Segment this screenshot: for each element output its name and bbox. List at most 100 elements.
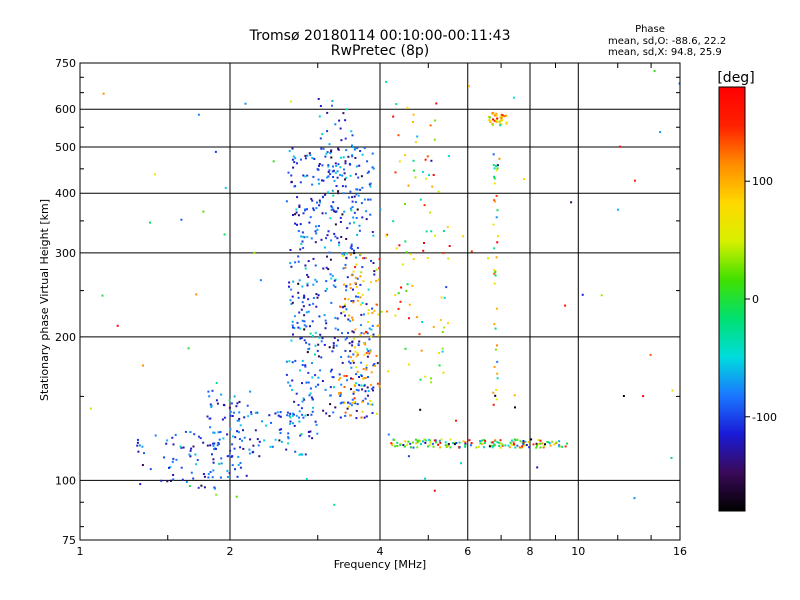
data-point [334, 316, 337, 319]
data-point [291, 414, 294, 417]
data-point [396, 445, 399, 447]
data-point [376, 362, 379, 365]
data-point [434, 439, 437, 442]
data-point [344, 411, 347, 414]
data-point [238, 419, 240, 422]
data-point [355, 355, 358, 358]
data-point [318, 204, 321, 207]
data-point [336, 170, 339, 173]
data-point [386, 310, 388, 313]
data-point [361, 301, 364, 304]
data-point [329, 173, 332, 176]
data-point [330, 149, 333, 152]
data-point [334, 327, 337, 330]
data-point [566, 442, 568, 445]
data-point [434, 441, 437, 444]
data-point [331, 189, 334, 192]
data-point [354, 328, 357, 331]
data-point [350, 243, 353, 246]
data-point [514, 406, 516, 409]
data-point [337, 339, 339, 342]
data-point [356, 208, 359, 211]
data-point [198, 435, 200, 438]
data-point [430, 159, 433, 162]
data-point [315, 293, 318, 296]
data-point [319, 137, 322, 140]
data-point [253, 251, 256, 254]
data-point [365, 330, 368, 333]
data-point [312, 406, 314, 409]
data-point [493, 175, 495, 178]
data-point [309, 430, 312, 433]
data-point [353, 148, 356, 151]
data-point [259, 279, 262, 282]
data-point [89, 407, 92, 410]
data-point [394, 294, 397, 297]
data-point [414, 176, 417, 179]
data-point [234, 468, 236, 471]
data-point [305, 478, 308, 480]
data-point [424, 158, 427, 161]
data-point [495, 112, 498, 115]
data-point [194, 453, 197, 456]
data-point [484, 439, 487, 442]
data-point [489, 120, 492, 122]
data-point [622, 395, 625, 397]
data-point [355, 256, 357, 259]
data-point [185, 481, 188, 483]
data-point [351, 316, 354, 319]
data-point [468, 85, 470, 88]
data-point [295, 211, 298, 214]
data-point [302, 247, 305, 249]
data-point [239, 462, 242, 464]
data-point [163, 456, 166, 459]
data-point [301, 453, 304, 456]
data-point [353, 252, 356, 255]
data-point [371, 166, 374, 169]
data-point [328, 346, 331, 349]
data-point [546, 441, 549, 443]
data-point [425, 177, 427, 180]
data-point [412, 113, 415, 116]
data-point [292, 155, 295, 158]
data-point [351, 398, 354, 401]
data-point [499, 446, 502, 449]
x-tick-label: 4 [377, 545, 384, 558]
data-point [213, 442, 216, 445]
data-point [182, 446, 185, 449]
x-tick-label: 1 [77, 545, 84, 558]
data-point [298, 204, 301, 207]
data-point [345, 149, 348, 152]
data-point [343, 401, 346, 404]
data-point [301, 231, 304, 234]
data-point [367, 198, 370, 201]
data-point [326, 176, 329, 179]
data-point [355, 295, 357, 298]
data-point [362, 368, 365, 370]
data-point [276, 411, 279, 414]
data-point [181, 478, 184, 481]
data-point [344, 160, 347, 163]
colorbar-tick-label: -100 [752, 411, 777, 424]
data-point [414, 438, 417, 441]
data-point [356, 370, 359, 373]
data-point [332, 411, 335, 414]
data-point [326, 130, 329, 133]
data-point [310, 396, 313, 399]
data-point [350, 388, 352, 391]
data-point [344, 338, 347, 341]
data-point [659, 131, 662, 134]
data-point [301, 235, 304, 238]
data-point [302, 174, 305, 177]
data-point [479, 442, 482, 445]
data-point [329, 370, 332, 373]
data-point [335, 165, 338, 167]
data-point [394, 171, 397, 174]
data-point [219, 431, 222, 433]
data-point [274, 412, 277, 415]
data-point [495, 216, 498, 219]
data-point [296, 223, 298, 226]
data-point [299, 248, 302, 251]
data-point [347, 318, 350, 321]
data-point [214, 487, 216, 490]
